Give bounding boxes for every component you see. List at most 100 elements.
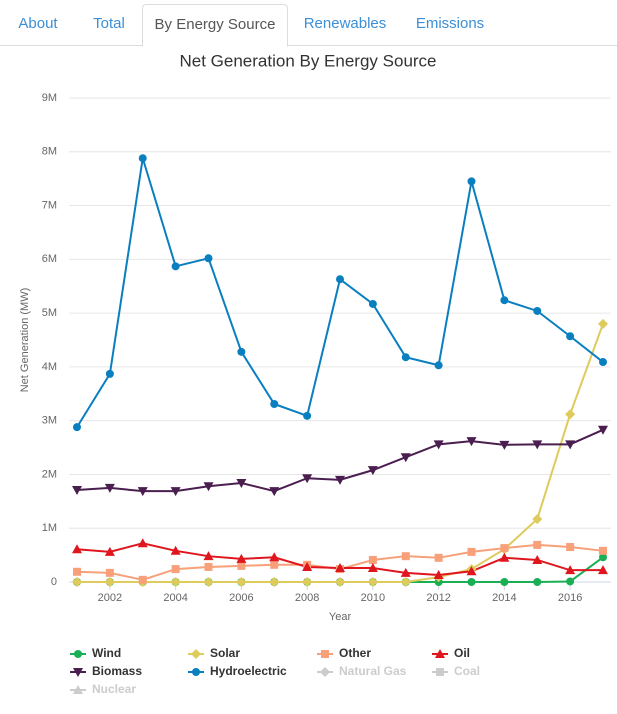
legend-label: Wind <box>92 646 121 660</box>
data-point <box>533 540 542 549</box>
tab-bar: About Total By Energy Source Renewables Emis… <box>0 0 617 47</box>
legend-item[interactable]: Oil <box>432 646 470 660</box>
tab[interactable]: By Energy Source <box>142 4 288 47</box>
data-point <box>237 561 246 570</box>
chart-title: Net Generation By Energy Source <box>179 51 436 70</box>
data-point <box>203 577 214 587</box>
data-point <box>138 575 147 584</box>
data-point <box>598 318 608 329</box>
data-point <box>203 482 214 492</box>
series-line <box>76 157 604 428</box>
y-axis-label: Net Generation (MW) <box>19 288 31 393</box>
data-point <box>500 296 509 305</box>
data-point <box>104 483 115 493</box>
data-point <box>499 552 510 562</box>
data-point <box>303 411 312 420</box>
legend-item[interactable]: Natural Gas <box>317 664 407 678</box>
data-point <box>236 479 247 489</box>
x-tick-label: 2004 <box>163 592 187 604</box>
data-point <box>466 437 477 447</box>
data-point <box>401 552 410 561</box>
data-point <box>335 563 345 573</box>
y-tick-label: 2M <box>42 468 57 480</box>
y-tick-label: 7M <box>42 199 57 211</box>
legend-item[interactable]: Wind <box>70 646 121 660</box>
data-point <box>336 275 344 284</box>
data-point <box>72 486 82 496</box>
data-point <box>104 577 115 587</box>
data-point <box>204 562 213 571</box>
data-point <box>236 553 247 563</box>
data-point <box>499 440 510 450</box>
legend-item[interactable]: Hydroelectric <box>188 664 287 678</box>
data-point <box>532 554 543 564</box>
legend-item[interactable]: Biomass <box>70 664 142 678</box>
legend-label: Other <box>339 646 371 660</box>
tab[interactable]: About <box>18 15 58 32</box>
data-point <box>302 561 313 571</box>
data-point <box>335 475 345 485</box>
series-line <box>77 323 604 583</box>
data-point <box>500 578 509 586</box>
legend-label: Biomass <box>92 664 142 678</box>
y-tick-label: 9M <box>42 92 57 104</box>
legend-label: Solar <box>210 646 240 660</box>
y-tick-label: 6M <box>42 253 57 265</box>
data-point <box>302 474 313 484</box>
data-point <box>171 565 180 574</box>
tab[interactable]: Total <box>93 15 125 32</box>
data-point <box>368 555 377 564</box>
data-point <box>467 547 476 556</box>
data-point <box>565 565 576 575</box>
data-point <box>138 154 147 163</box>
legend-label: Nuclear <box>92 682 136 696</box>
y-tick-label: 8M <box>42 146 57 158</box>
x-tick-label: 2010 <box>361 592 385 604</box>
legend-symbol <box>436 668 444 676</box>
legend-item[interactable]: Other <box>317 646 371 660</box>
data-point <box>532 514 543 525</box>
legend-item[interactable]: Nuclear <box>70 682 136 696</box>
data-point <box>137 487 148 497</box>
y-tick-label: 5M <box>42 307 57 319</box>
data-point <box>367 466 378 476</box>
data-point <box>269 577 280 587</box>
data-point <box>599 546 607 555</box>
data-point <box>467 578 476 586</box>
data-point <box>270 560 279 569</box>
legend-item[interactable]: Solar <box>188 646 240 660</box>
tab[interactable]: Emissions <box>415 15 485 32</box>
legend-label: Natural Gas <box>339 664 407 678</box>
x-axis-label: Year <box>329 611 352 623</box>
y-tick-label: 3M <box>42 415 57 427</box>
x-tick-label: 2008 <box>295 592 319 604</box>
x-tick-label: 2016 <box>558 592 582 604</box>
legend-item[interactable]: Coal <box>432 664 480 678</box>
x-tick-label: 2006 <box>229 592 253 604</box>
legend-symbol <box>73 685 83 694</box>
data-point <box>170 487 181 497</box>
x-tick-label: 2014 <box>492 592 516 604</box>
tab[interactable]: Renewables <box>303 15 387 32</box>
data-point <box>466 566 477 576</box>
y-tick-label: 0 <box>51 576 57 588</box>
data-point <box>171 262 180 271</box>
data-point <box>73 423 81 432</box>
data-point <box>270 399 279 408</box>
legend-symbol <box>191 649 201 659</box>
data-point <box>599 358 607 367</box>
data-point <box>367 563 378 573</box>
data-point <box>598 425 608 435</box>
y-tick-label: 4M <box>42 361 57 373</box>
y-tick-label: 1M <box>42 522 57 534</box>
data-point <box>367 577 378 587</box>
data-point <box>335 577 345 587</box>
data-point <box>434 361 443 370</box>
data-point <box>433 440 444 450</box>
series-line <box>76 543 604 581</box>
data-point <box>104 546 115 556</box>
legend-symbol <box>73 668 83 677</box>
data-point <box>566 543 575 552</box>
